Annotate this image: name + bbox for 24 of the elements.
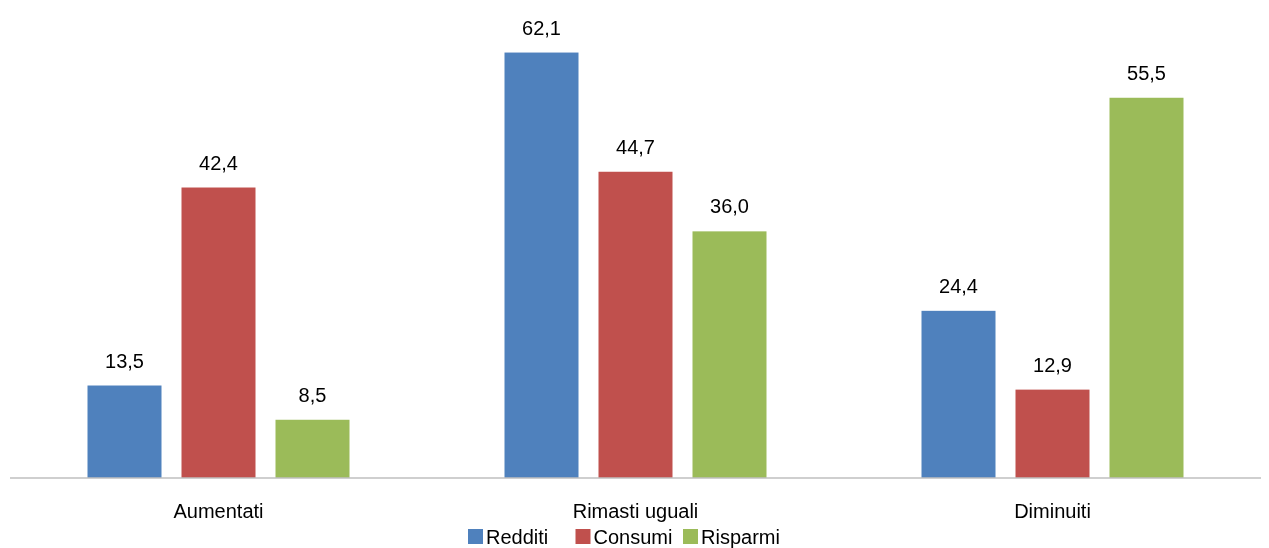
data-label: 12,9	[1033, 353, 1072, 376]
bar	[181, 187, 256, 478]
legend-label: Consumi	[593, 526, 673, 548]
legend-label: Redditi	[486, 526, 549, 548]
data-label: 42,4	[199, 151, 238, 174]
x-tick-label: Aumentati	[173, 500, 264, 522]
legend-label: Risparmi	[701, 526, 780, 548]
bar	[598, 171, 673, 478]
bar	[1109, 97, 1184, 478]
bar	[1015, 389, 1090, 478]
data-label: 62,1	[522, 16, 561, 39]
data-label: 13,5	[105, 349, 144, 372]
data-label: 24,4	[939, 274, 978, 297]
bar	[87, 385, 162, 478]
data-label: 44,7	[616, 135, 655, 158]
data-label: 8,5	[298, 383, 327, 406]
data-label: 36,0	[710, 195, 749, 218]
data-label: 55,5	[1127, 61, 1166, 84]
bar	[275, 419, 350, 478]
bar	[921, 310, 996, 478]
bar	[504, 52, 579, 478]
bar	[692, 231, 767, 478]
x-tick-label: Rimasti uguali	[572, 500, 699, 522]
x-tick-label: Diminuiti	[1014, 500, 1091, 522]
